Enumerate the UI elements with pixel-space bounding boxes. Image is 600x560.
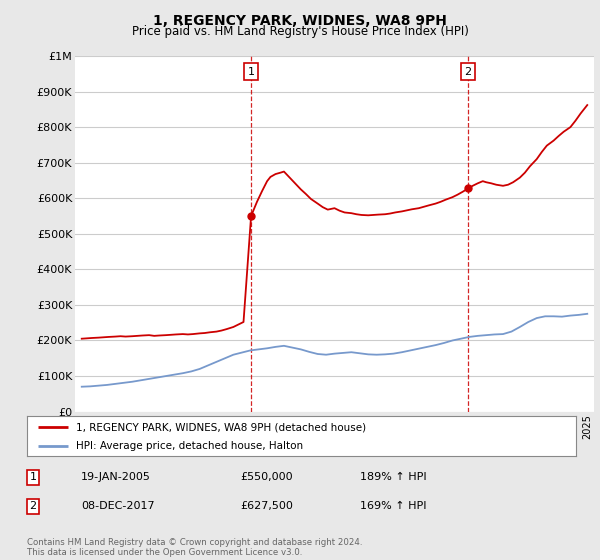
Text: 1: 1 xyxy=(248,67,254,77)
Text: HPI: Average price, detached house, Halton: HPI: Average price, detached house, Halt… xyxy=(76,441,304,451)
Text: 2: 2 xyxy=(29,501,37,511)
Text: Contains HM Land Registry data © Crown copyright and database right 2024.
This d: Contains HM Land Registry data © Crown c… xyxy=(27,538,362,557)
Text: 1, REGENCY PARK, WIDNES, WA8 9PH (detached house): 1, REGENCY PARK, WIDNES, WA8 9PH (detach… xyxy=(76,422,367,432)
Text: Price paid vs. HM Land Registry's House Price Index (HPI): Price paid vs. HM Land Registry's House … xyxy=(131,25,469,38)
Text: £550,000: £550,000 xyxy=(240,472,293,482)
Text: £627,500: £627,500 xyxy=(240,501,293,511)
Text: 2: 2 xyxy=(464,67,472,77)
Text: 1, REGENCY PARK, WIDNES, WA8 9PH: 1, REGENCY PARK, WIDNES, WA8 9PH xyxy=(153,14,447,28)
Text: 1: 1 xyxy=(29,472,37,482)
Text: 189% ↑ HPI: 189% ↑ HPI xyxy=(360,472,427,482)
Text: 19-JAN-2005: 19-JAN-2005 xyxy=(81,472,151,482)
Text: 08-DEC-2017: 08-DEC-2017 xyxy=(81,501,155,511)
Text: 169% ↑ HPI: 169% ↑ HPI xyxy=(360,501,427,511)
